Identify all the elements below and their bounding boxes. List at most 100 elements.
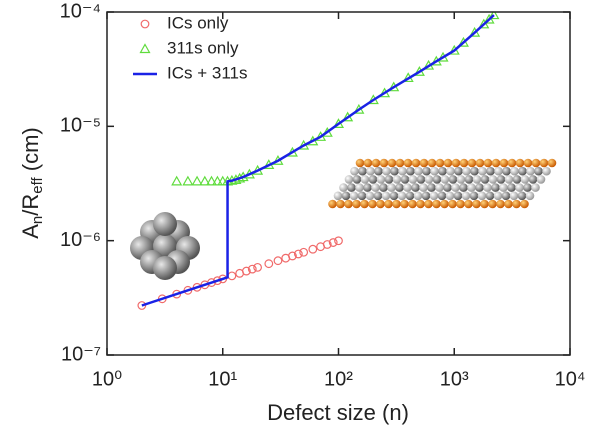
ribbon-atom	[475, 158, 485, 168]
ribbon-atom	[358, 166, 367, 176]
ribbon-atom	[496, 175, 506, 184]
ribbon-atom	[424, 199, 433, 209]
ribbon-atom	[390, 166, 399, 176]
ribbon-atom	[350, 166, 359, 176]
ribbon-atom	[387, 158, 397, 168]
legend-label: 311s only	[167, 38, 239, 57]
ribbon-atom	[400, 175, 410, 184]
ribbon-atom	[414, 166, 423, 176]
ribbon-atom	[451, 158, 461, 168]
ribbon-atom	[459, 158, 469, 168]
ribbon-atom	[360, 199, 369, 209]
ribbon-atom	[328, 199, 337, 209]
ribbon-atom	[488, 175, 498, 184]
legend-label: ICs only	[167, 13, 229, 32]
y-tick-label: 10⁻⁷	[61, 343, 101, 365]
ribbon-atom	[355, 158, 365, 168]
ribbon-atom	[384, 175, 394, 184]
ribbon-atom	[435, 183, 444, 192]
cluster-atom	[153, 234, 177, 258]
ribbon-atom	[365, 191, 375, 201]
cluster-atom	[153, 212, 177, 236]
ribbon-atom	[448, 199, 457, 209]
ribbon-atom	[366, 166, 375, 176]
ribbon-atom	[534, 166, 543, 176]
marker-triangle	[171, 175, 183, 186]
marker-triangle	[488, 12, 500, 20]
structure-illustrations	[130, 158, 557, 280]
ribbon-atom	[363, 158, 373, 168]
ribbon-atom	[486, 166, 495, 176]
ribbon-atom	[408, 175, 418, 184]
ribbon-atom	[339, 183, 348, 192]
ribbon-atom	[464, 199, 473, 209]
ribbon-atom	[344, 199, 353, 209]
ribbon-atom	[517, 191, 527, 201]
x-tick-label: 10¹	[208, 368, 237, 390]
ribbon-atom	[528, 175, 538, 184]
ribbon-atom	[494, 166, 503, 176]
legend-marker	[140, 19, 150, 29]
ribbon-atom	[392, 199, 401, 209]
ribbon-atom	[374, 166, 383, 176]
ribbon-atom	[368, 199, 377, 209]
x-tick-label: 10⁴	[555, 368, 586, 390]
ribbon-atom	[437, 191, 447, 201]
ribbon-atom	[382, 166, 391, 176]
ribbon-atom	[485, 191, 495, 201]
legend-label: ICs + 311s	[167, 63, 247, 82]
ribbon-atom	[408, 199, 417, 209]
ribbon-atom	[509, 191, 519, 201]
ribbon-atom	[464, 175, 474, 184]
ribbon-atom	[379, 158, 389, 168]
ribbon-atom	[400, 199, 409, 209]
ribbon-atom	[435, 158, 445, 168]
ribbon-atom	[456, 175, 466, 184]
ribbon-atom	[478, 166, 487, 176]
ribbon-atom	[507, 158, 517, 168]
y-title-part: /R	[18, 194, 43, 216]
ribbon-atom	[493, 191, 503, 201]
ribbon-atom	[421, 191, 431, 201]
ribbon-atom	[531, 158, 541, 168]
ribbon-atom	[430, 166, 439, 176]
ribbon-atom	[547, 158, 557, 168]
ribbon-atom	[397, 191, 407, 201]
ribbon-atom	[483, 158, 493, 168]
ribbon-atom	[461, 191, 471, 201]
ribbon-atom	[443, 183, 452, 192]
ribbon-atom	[470, 166, 479, 176]
y-tick-label: 10⁻⁴	[60, 0, 101, 22]
marker-triangle	[199, 175, 211, 186]
ribbon-atom	[376, 199, 385, 209]
ribbon-atom	[384, 199, 393, 209]
ribbon-atom	[352, 199, 361, 209]
ribbon-atom	[456, 199, 465, 209]
ribbon-atom	[432, 175, 442, 184]
ribbon-atom	[512, 175, 522, 184]
ribbon-atom	[387, 183, 396, 192]
ribbon-atom	[499, 158, 509, 168]
ribbon-atom	[491, 158, 501, 168]
ribbon-atom	[523, 183, 532, 192]
series-line	[141, 14, 495, 307]
ribbon-atom	[523, 158, 533, 168]
ribbon-atom	[451, 183, 460, 192]
ribbon-atom	[371, 183, 380, 192]
ribbon-atom	[539, 158, 549, 168]
ribbon-atom	[525, 191, 535, 201]
marker-circle	[308, 244, 318, 254]
ribbon-atom	[344, 175, 354, 184]
ribbon-atom	[413, 191, 423, 201]
y-title-part: (cm)	[18, 127, 43, 177]
ribbon-atom	[424, 175, 434, 184]
cluster-atom	[153, 256, 177, 280]
y-axis-title: An/Reff (cm)	[18, 127, 46, 239]
ribbon-atom	[373, 191, 383, 201]
ribbon-atom	[432, 199, 441, 209]
x-tick-label: 10²	[324, 368, 353, 390]
marker-circle	[334, 236, 343, 246]
ribbon-atom	[381, 191, 391, 201]
ribbon-atom	[440, 175, 450, 184]
